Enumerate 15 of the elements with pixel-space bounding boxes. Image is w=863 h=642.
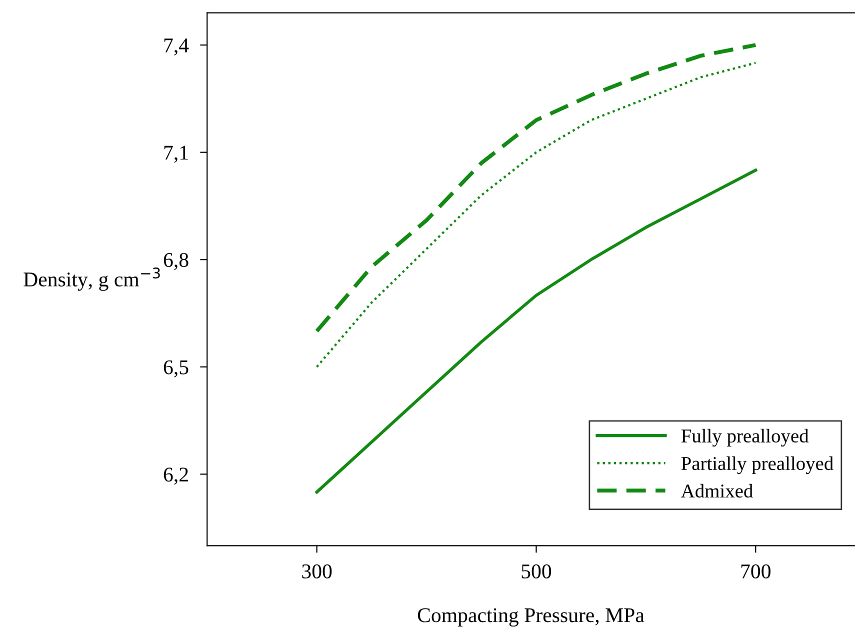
y-axis-title: Density, g cm$^{−3}$ bbox=[24, 268, 160, 291]
legend-label: Admixed bbox=[681, 484, 753, 498]
x-tick-label: 700 bbox=[741, 564, 770, 578]
y-tick-label: 6,8 bbox=[164, 252, 188, 270]
legend-label: Fully prealloyed bbox=[681, 428, 809, 447]
y-tick-label: 7,4 bbox=[164, 38, 189, 56]
y-tick-label: 6,2 bbox=[164, 468, 188, 485]
x-tick-label: 300 bbox=[302, 564, 332, 578]
y-tick-label: 7,1 bbox=[164, 146, 188, 163]
line-series bbox=[316, 62, 757, 368]
legend-label: Partially prealloyed bbox=[681, 456, 834, 474]
x-tick-label: 500 bbox=[522, 564, 552, 578]
line-series bbox=[314, 43, 758, 334]
y-tick-label: 6,5 bbox=[164, 360, 188, 378]
x-axis-title: Compacting Pressure, MPa bbox=[418, 608, 644, 627]
